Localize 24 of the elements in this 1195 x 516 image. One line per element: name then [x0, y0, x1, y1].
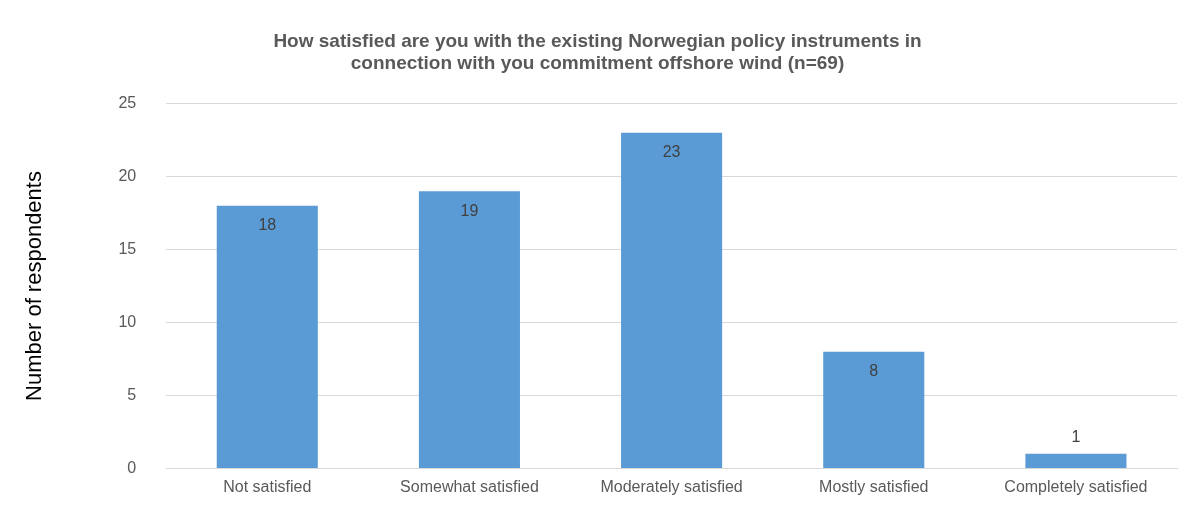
bar	[216, 205, 318, 468]
y-tick-label: 15	[118, 239, 137, 257]
data-label: 1	[1071, 428, 1081, 446]
data-label: 18	[258, 216, 277, 234]
y-axis-title: Number of respondents	[21, 171, 47, 401]
bar	[823, 351, 925, 468]
x-tick-label: Completely satisfied	[1004, 478, 1148, 496]
data-label: 23	[662, 143, 681, 161]
x-tick-label: Mostly satisfied	[819, 478, 929, 496]
bar	[1025, 453, 1127, 468]
y-tick-label: 25	[118, 94, 137, 112]
x-tick-label: Somewhat satisfied	[400, 478, 539, 496]
y-tick-label: 5	[127, 385, 137, 403]
data-label: 19	[460, 201, 479, 219]
text: How satisfied are you with the existing Norwegian policy instruments in	[273, 29, 922, 51]
bar	[621, 132, 723, 468]
data-label: 8	[869, 362, 879, 380]
y-tick-label: 10	[118, 312, 137, 330]
y-tick-label: 0	[127, 458, 137, 476]
x-tick-label: Moderately satisfied	[600, 478, 743, 496]
x-tick-label: Not satisfied	[223, 478, 312, 496]
y-tick-label: 20	[118, 166, 137, 184]
bar	[418, 191, 520, 468]
text: connection with you commitment offshore wind (n=69)	[350, 52, 845, 74]
